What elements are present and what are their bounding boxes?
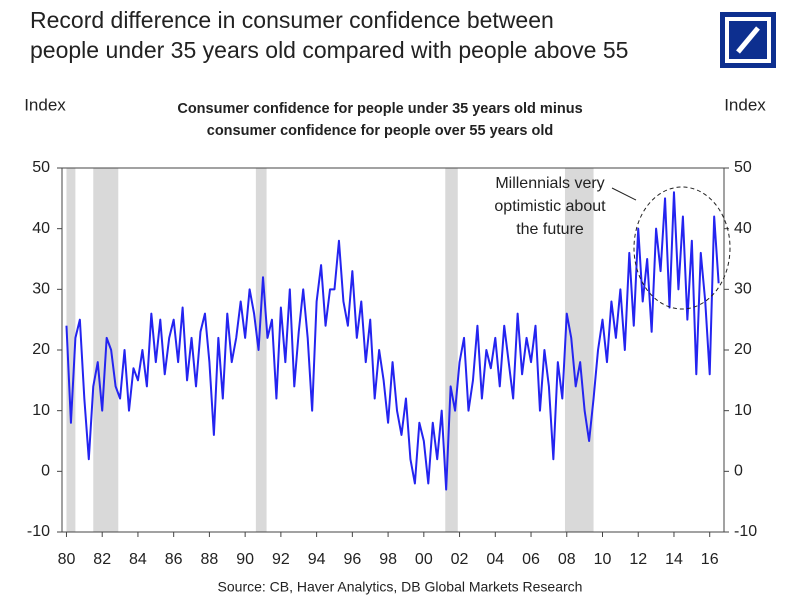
y2-tick-label: 40	[734, 220, 752, 237]
recession-band	[66, 168, 76, 532]
x-tick-label: 98	[379, 551, 397, 568]
x-tick-label: 84	[129, 551, 147, 568]
y2-tick-label: 0	[734, 463, 743, 480]
y2-axis-label: Index	[724, 95, 766, 114]
x-tick-label: 80	[58, 551, 76, 568]
y-tick-label: 30	[32, 281, 50, 298]
chart-title: people under 35 years old compared with …	[30, 37, 628, 63]
y-tick-label: 0	[41, 463, 50, 480]
x-tick-label: 82	[93, 551, 111, 568]
x-tick-label: 92	[272, 551, 290, 568]
annotation-arrow	[611, 187, 637, 201]
y-tick-label: 40	[32, 220, 50, 237]
x-tick-label: 06	[522, 551, 540, 568]
y-tick-label: 50	[32, 159, 50, 176]
x-tick-label: 14	[665, 551, 683, 568]
y2-tick-label: 30	[734, 281, 752, 298]
data-line	[65, 191, 720, 491]
source: Source: CB, Haver Analytics, DB Global M…	[218, 579, 583, 595]
y-axis-label: Index	[24, 95, 66, 114]
x-tick-label: 02	[451, 551, 469, 568]
y-tick-label: 10	[32, 402, 50, 419]
x-tick-label: 00	[415, 551, 433, 568]
x-tick-label: 10	[594, 551, 612, 568]
annotation: the future	[516, 221, 584, 238]
plot: -10 0 10 20 30 40 50 -10 0 10 20 30 40 50 80 82 84 86 88 90…	[27, 159, 757, 568]
y-tick-label: -10	[27, 523, 50, 540]
x-tick-label: 12	[629, 551, 647, 568]
y2-tick-label: 20	[734, 341, 752, 358]
recession-band	[255, 168, 267, 532]
x-tick-label: 94	[308, 551, 326, 568]
x-tick-label: 04	[486, 551, 504, 568]
annotation: optimistic about	[494, 198, 606, 215]
x-tick-label: 16	[701, 551, 719, 568]
y2-tick-label: 10	[734, 402, 752, 419]
x-tick-label: 88	[201, 551, 219, 568]
y2-tick-label: -10	[734, 523, 757, 540]
annotation: Millennials very	[495, 175, 604, 192]
x-tick-label: 86	[165, 551, 183, 568]
subtitle: Consumer confidence for people under 35 …	[177, 101, 582, 117]
x-tick-label: 90	[236, 551, 254, 568]
logo	[720, 12, 776, 68]
chart-title: Record difference in consumer confidence…	[30, 7, 554, 33]
y-tick-label: 20	[32, 341, 50, 358]
subtitle: consumer confidence for people over 55 y…	[207, 123, 554, 139]
recession-band	[564, 168, 594, 532]
x-tick-label: 96	[343, 551, 361, 568]
y2-tick-label: 50	[734, 159, 752, 176]
highlight-ellipse	[633, 186, 731, 310]
x-tick-label: 08	[558, 551, 576, 568]
